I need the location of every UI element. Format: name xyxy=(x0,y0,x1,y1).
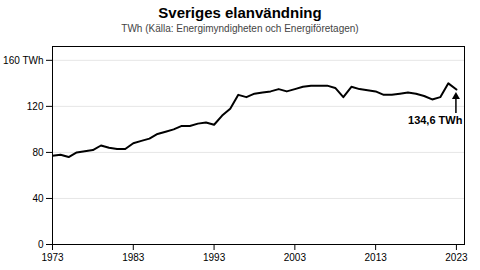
svg-text:2023: 2023 xyxy=(445,252,468,263)
html-text:Sveriges elanvändning: Sveriges elanvändning xyxy=(158,4,322,21)
svg-text:1983: 1983 xyxy=(122,252,145,263)
svg-text:2013: 2013 xyxy=(365,252,388,263)
svg-text:2003: 2003 xyxy=(284,252,307,263)
svg-text:134,6 TWh: 134,6 TWh xyxy=(408,114,463,126)
svg-text:80: 80 xyxy=(32,147,44,158)
svg-text:40: 40 xyxy=(32,193,44,204)
svg-text:0: 0 xyxy=(38,239,44,250)
svg-text:120: 120 xyxy=(27,101,44,112)
html-text:TWh (Källa: Energimyndigheten: TWh (Källa: Energimyndigheten och Energi… xyxy=(121,23,359,34)
svg-text:1973: 1973 xyxy=(41,252,64,263)
svg-text:160 TWh: 160 TWh xyxy=(3,55,43,66)
svg-text:1993: 1993 xyxy=(203,252,226,263)
